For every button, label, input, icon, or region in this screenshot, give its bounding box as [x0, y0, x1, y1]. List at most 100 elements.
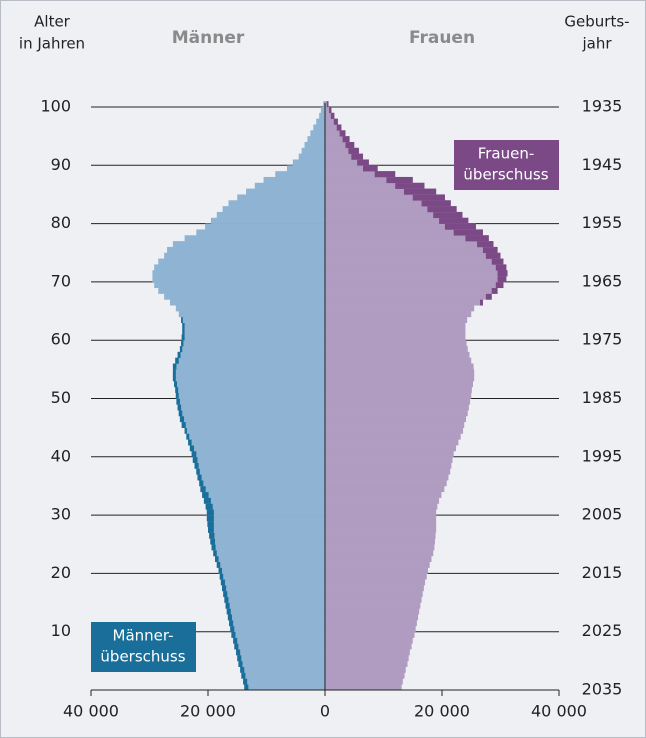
y-tick-label: 50 [51, 388, 71, 407]
bar [325, 631, 415, 638]
bar [325, 246, 498, 254]
surplus-bar [196, 468, 200, 475]
bar [325, 643, 412, 650]
surplus-bar [491, 287, 498, 294]
bar [152, 270, 325, 277]
y2-tick-label: 2035 [582, 680, 623, 699]
bar [325, 625, 416, 632]
bar [325, 608, 420, 615]
bar [325, 660, 408, 667]
surplus-bar [386, 176, 413, 184]
bar [218, 567, 325, 574]
bar [325, 357, 472, 364]
bar [325, 276, 507, 283]
surplus-bar [182, 328, 185, 335]
bar [320, 107, 325, 114]
bar [325, 375, 475, 382]
surplus-bar [241, 672, 246, 679]
bar [199, 480, 325, 487]
bar [325, 293, 492, 300]
bar [325, 450, 454, 458]
bar [175, 386, 325, 393]
bar [158, 287, 325, 294]
bar [325, 112, 335, 119]
bar [307, 136, 325, 143]
surplus-bar [453, 229, 483, 236]
series-heading: Männer [172, 28, 245, 48]
bar [233, 637, 325, 644]
bar [325, 258, 504, 265]
bar [325, 229, 483, 236]
bar [286, 165, 325, 172]
bar [325, 649, 410, 656]
bar [325, 614, 419, 621]
bar [177, 351, 325, 358]
bar [325, 334, 466, 341]
bar [189, 445, 325, 452]
surplus-bar [186, 433, 190, 440]
bar [223, 590, 325, 598]
bar [325, 509, 437, 516]
surplus-bar [234, 643, 239, 650]
bar [172, 241, 325, 248]
y-tick-label: 100 [40, 97, 71, 116]
bar [325, 270, 508, 277]
bar [230, 625, 325, 632]
bar [313, 124, 325, 131]
surplus-bar [465, 235, 489, 242]
bar [181, 334, 325, 341]
surplus-bar [202, 491, 209, 498]
bar [325, 200, 451, 207]
annotation: Frauen- [478, 145, 535, 163]
bar [325, 485, 445, 493]
bar [325, 515, 437, 522]
surplus-bar [207, 520, 214, 528]
surplus-bar [433, 211, 463, 219]
y-tick-label: 20 [51, 563, 71, 582]
bar [246, 188, 325, 195]
surplus-bar [243, 678, 248, 685]
surplus-bar [182, 322, 185, 329]
bar [325, 194, 445, 201]
bar [325, 526, 437, 533]
bar [325, 386, 472, 393]
surplus-bar [395, 182, 425, 189]
bar [197, 474, 325, 481]
y2-tick-label: 2025 [582, 621, 623, 640]
annotation: überschuss [100, 648, 185, 666]
surplus-bar [231, 631, 236, 638]
y-label: Alter [34, 13, 71, 31]
surplus-bar [197, 474, 202, 481]
surplus-bar [181, 316, 183, 324]
bar [325, 637, 413, 644]
annotation: überschuss [463, 166, 548, 184]
bar [244, 684, 325, 691]
y-label: in Jahren [19, 35, 85, 53]
bar [325, 555, 432, 563]
surplus-bar [330, 112, 335, 119]
x-tick-label: 20 000 [414, 702, 470, 721]
surplus-bar [199, 480, 204, 487]
bar [229, 620, 325, 627]
surplus-bar [477, 241, 494, 248]
x-tick-label: 40 000 [531, 702, 587, 721]
bar [325, 223, 476, 230]
bar [325, 165, 378, 172]
bar [325, 398, 471, 405]
bar [222, 585, 325, 592]
bar [167, 246, 325, 254]
surplus-bar [177, 404, 182, 411]
annotation-box [454, 140, 559, 190]
bar [213, 550, 325, 557]
surplus-bar [192, 456, 198, 463]
bar [325, 241, 494, 248]
bar [325, 415, 466, 423]
bar [203, 497, 325, 504]
y2-label: Geburts- [564, 13, 629, 31]
bar [325, 538, 435, 545]
bar [325, 421, 465, 428]
bar [325, 159, 369, 166]
bar [175, 357, 325, 364]
surplus-bar [333, 118, 338, 125]
surplus-bar [495, 264, 507, 271]
